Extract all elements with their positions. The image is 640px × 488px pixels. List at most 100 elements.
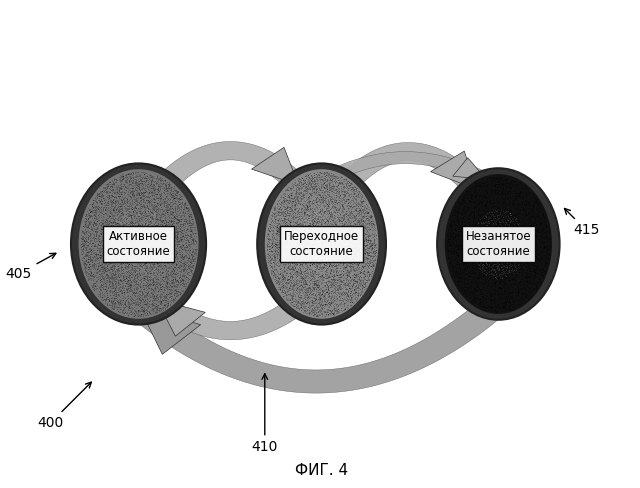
Point [368,248,378,256]
Point [156,292,166,300]
Point [330,196,340,204]
Point [136,303,147,311]
Point [335,217,346,224]
Point [488,297,498,305]
Point [155,228,165,236]
Point [294,246,305,254]
Point [330,272,340,280]
Point [310,252,320,260]
Point [108,250,118,258]
Point [456,261,466,268]
Point [159,218,170,225]
Point [88,283,99,291]
Point [305,263,316,270]
Point [320,213,330,221]
Point [316,250,326,258]
Point [499,286,509,294]
Point [134,292,144,300]
Point [482,239,492,247]
Point [475,299,485,307]
Point [138,202,148,210]
Point [176,258,186,265]
Point [525,289,536,297]
Point [134,261,144,268]
Point [179,260,189,267]
Point [295,281,305,288]
Point [98,264,108,272]
Point [326,198,336,206]
Point [452,253,463,261]
Point [128,207,138,215]
Point [284,255,294,263]
Point [175,288,185,296]
Point [320,221,330,228]
Point [452,216,462,224]
Point [458,289,468,297]
Point [310,277,320,285]
Point [278,272,288,280]
Point [328,172,338,180]
Point [522,278,532,285]
Point [314,277,324,285]
Point [149,206,159,214]
Point [518,284,528,291]
Point [314,168,324,176]
Point [134,177,144,185]
Point [332,214,342,222]
Point [466,242,476,250]
Point [474,218,484,225]
Point [303,285,314,293]
Point [319,184,329,192]
Point [444,225,454,233]
Point [118,286,129,294]
Point [176,203,186,210]
Point [324,245,334,253]
Point [297,180,307,188]
Point [531,250,541,258]
Point [509,178,519,186]
Point [463,231,474,239]
Point [136,214,147,222]
Point [134,212,145,220]
Point [121,254,131,262]
Point [126,280,136,288]
Point [497,270,507,278]
Point [343,215,353,223]
Point [99,276,109,284]
Point [496,263,506,270]
Point [161,290,171,298]
Point [320,264,330,272]
Point [358,263,368,271]
Point [126,273,136,281]
Point [308,277,318,285]
Point [493,283,504,291]
Point [175,233,185,241]
Point [507,288,517,296]
Point [92,278,102,285]
Point [470,276,480,284]
Point [124,259,134,267]
Point [305,268,316,276]
Point [476,224,486,232]
Point [159,283,169,291]
Point [108,193,118,201]
Point [309,208,319,216]
Point [124,225,134,233]
Point [488,191,498,199]
Point [328,219,339,226]
Point [140,173,150,181]
Point [90,206,100,214]
Point [129,306,140,314]
Point [332,246,342,254]
Point [496,294,506,302]
Point [506,262,516,269]
Point [307,218,317,225]
Point [317,300,328,308]
Point [504,217,514,225]
Point [307,172,317,180]
Point [291,180,301,188]
Point [509,189,520,197]
Point [323,277,333,285]
Point [106,205,116,213]
Point [337,250,347,258]
